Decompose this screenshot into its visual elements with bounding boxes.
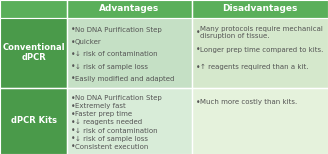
- Text: Quicker: Quicker: [75, 39, 102, 45]
- Text: •: •: [196, 45, 200, 55]
- Bar: [67, 18, 192, 88]
- Text: dPCR Kits: dPCR Kits: [10, 116, 57, 125]
- Text: ↓ risk of sample loss: ↓ risk of sample loss: [75, 136, 148, 142]
- Bar: [192, 18, 328, 88]
- Bar: [192, 0, 328, 18]
- Text: •: •: [71, 126, 76, 135]
- Text: ↓ reagents needed: ↓ reagents needed: [75, 119, 142, 126]
- Text: Easily modified and adapted: Easily modified and adapted: [75, 76, 174, 82]
- Text: No DNA Purification Step: No DNA Purification Step: [75, 95, 162, 101]
- Bar: [0, 18, 67, 88]
- Text: ↓ risk of sample loss: ↓ risk of sample loss: [75, 63, 148, 69]
- Text: •: •: [71, 74, 76, 83]
- Text: •: •: [71, 102, 76, 111]
- Text: •: •: [71, 142, 76, 151]
- Text: Many protocols require mechanical
disruption of tissue.: Many protocols require mechanical disrup…: [200, 26, 323, 39]
- Text: •: •: [71, 62, 76, 71]
- Text: •: •: [71, 118, 76, 127]
- Text: ↑ reagents required than a kit.: ↑ reagents required than a kit.: [200, 64, 308, 70]
- Text: ↓ risk of contamination: ↓ risk of contamination: [75, 51, 158, 57]
- Text: No DNA Purification Step: No DNA Purification Step: [75, 27, 162, 33]
- Text: Advantages: Advantages: [99, 4, 160, 13]
- Text: •: •: [196, 63, 200, 72]
- Text: •: •: [71, 38, 76, 47]
- Text: Extremely fast: Extremely fast: [75, 103, 126, 109]
- Bar: [67, 88, 192, 154]
- Text: Consistent execution: Consistent execution: [75, 144, 149, 150]
- Text: •: •: [71, 50, 76, 59]
- Text: •: •: [196, 98, 200, 107]
- Text: Much more costly than kits.: Much more costly than kits.: [200, 99, 297, 105]
- Bar: [67, 0, 192, 18]
- Text: ↓ risk of contamination: ↓ risk of contamination: [75, 128, 158, 134]
- Bar: [0, 88, 67, 154]
- Text: •: •: [71, 93, 76, 103]
- Text: Longer prep time compared to kits.: Longer prep time compared to kits.: [200, 47, 323, 53]
- Bar: [0, 0, 67, 18]
- Text: •: •: [71, 134, 76, 143]
- Bar: [192, 88, 328, 154]
- Text: Faster prep time: Faster prep time: [75, 111, 132, 117]
- Text: Disadvantages: Disadvantages: [222, 4, 297, 13]
- Text: Conventional
dPCR: Conventional dPCR: [2, 43, 65, 62]
- Text: •: •: [71, 110, 76, 119]
- Text: •: •: [71, 25, 76, 34]
- Text: •: •: [196, 28, 200, 37]
